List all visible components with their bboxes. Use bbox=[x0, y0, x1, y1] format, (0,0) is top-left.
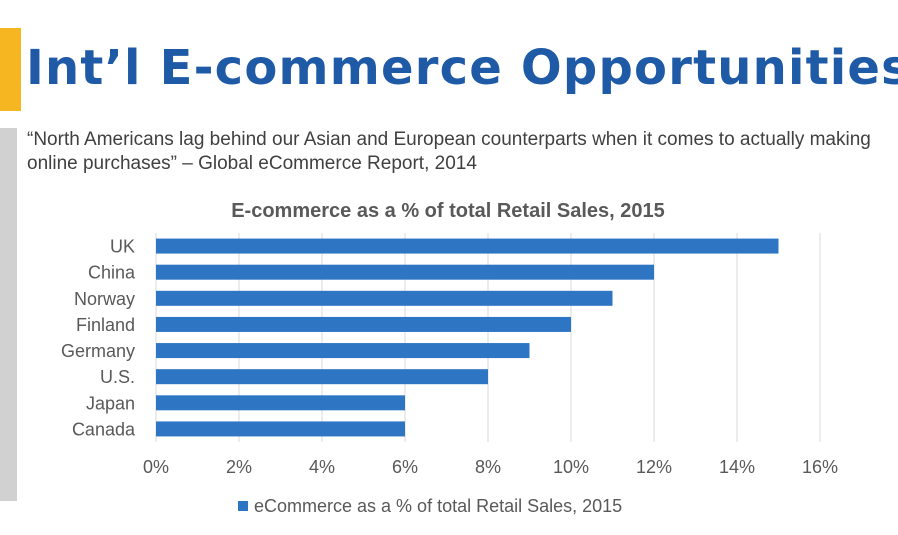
x-tick-label: 8% bbox=[475, 457, 501, 477]
chart-title: E-commerce as a % of total Retail Sales,… bbox=[231, 200, 665, 222]
category-label: Norway bbox=[74, 289, 135, 309]
bar-canada bbox=[156, 421, 405, 437]
category-labels: UK China Norway Finland Germany U.S. Japan Cana… bbox=[61, 237, 136, 440]
category-label: Finland bbox=[76, 315, 135, 335]
category-label: Germany bbox=[61, 341, 135, 361]
bar-uk bbox=[156, 238, 779, 254]
side-rule bbox=[0, 128, 17, 501]
legend-label: eCommerce as a % of total Retail Sales, … bbox=[254, 496, 622, 516]
x-tick-label: 14% bbox=[719, 457, 755, 477]
category-label: U.S. bbox=[100, 367, 135, 387]
legend: eCommerce as a % of total Retail Sales, … bbox=[238, 496, 622, 516]
title-accent-bar bbox=[0, 28, 21, 111]
x-tick-label: 2% bbox=[226, 457, 252, 477]
bar-china bbox=[156, 264, 654, 280]
x-tick-label: 12% bbox=[636, 457, 672, 477]
x-tick-label: 0% bbox=[143, 457, 169, 477]
bar-us bbox=[156, 369, 488, 385]
slide-title: Int’l E-commerce Opportunities bbox=[26, 40, 898, 96]
bar-finland bbox=[156, 316, 571, 332]
x-tick-label: 6% bbox=[392, 457, 418, 477]
gridlines bbox=[155, 233, 821, 442]
category-label: UK bbox=[110, 237, 135, 257]
x-tick-label: 10% bbox=[553, 457, 589, 477]
x-tick-labels: 0% 2% 4% 6% 8% 10% 12% 14% 16% bbox=[143, 457, 838, 477]
legend-swatch bbox=[238, 501, 248, 511]
x-tick-label: 16% bbox=[802, 457, 838, 477]
bar-germany bbox=[156, 343, 530, 359]
category-label: Japan bbox=[86, 393, 135, 413]
category-label: China bbox=[88, 263, 136, 283]
bar-japan bbox=[156, 395, 405, 411]
bars bbox=[156, 238, 779, 437]
bar-norway bbox=[156, 290, 613, 306]
quote-text: “North Americans lag behind our Asian an… bbox=[27, 129, 871, 174]
category-label: Canada bbox=[72, 419, 136, 439]
x-tick-label: 4% bbox=[309, 457, 335, 477]
